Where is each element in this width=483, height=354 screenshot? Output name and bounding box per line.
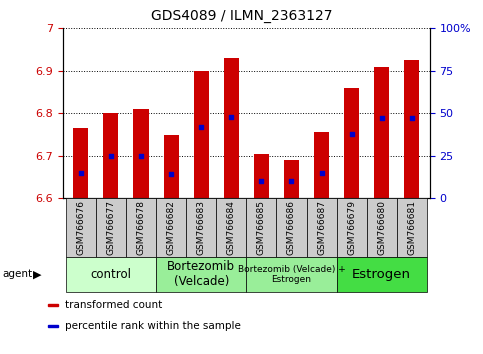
Point [77, 170, 85, 176]
Bar [307, 198, 337, 257]
Text: GSM766682: GSM766682 [167, 200, 176, 255]
Text: GSM766684: GSM766684 [227, 200, 236, 255]
Bar [314, 132, 329, 198]
Bar [96, 198, 126, 257]
Text: GSM766678: GSM766678 [137, 200, 145, 255]
Bar [73, 128, 88, 198]
Bar [367, 198, 397, 257]
Point [167, 172, 175, 177]
Text: control: control [90, 268, 131, 281]
Text: ▶: ▶ [33, 269, 42, 279]
Bar [246, 257, 337, 292]
Text: Bortezomib (Velcade) +
Estrogen: Bortezomib (Velcade) + Estrogen [238, 265, 345, 284]
Bar [224, 58, 239, 198]
Point [318, 170, 326, 176]
Bar [284, 160, 299, 198]
Bar [337, 198, 367, 257]
Bar [344, 88, 359, 198]
Point [408, 115, 416, 121]
Bar [164, 135, 179, 198]
Bar [103, 113, 118, 198]
Bar [216, 198, 246, 257]
Bar [66, 198, 96, 257]
Bar [194, 71, 209, 198]
Point [378, 115, 385, 121]
Bar [337, 257, 427, 292]
Bar [48, 325, 58, 327]
Bar [66, 257, 156, 292]
Bar [276, 198, 307, 257]
Text: GSM766677: GSM766677 [106, 200, 115, 255]
Text: GSM766683: GSM766683 [197, 200, 206, 255]
Text: percentile rank within the sample: percentile rank within the sample [65, 321, 241, 331]
Text: GDS4089 / ILMN_2363127: GDS4089 / ILMN_2363127 [151, 9, 332, 23]
Text: GSM766687: GSM766687 [317, 200, 326, 255]
Point [348, 131, 355, 137]
Bar [254, 154, 269, 198]
Text: GSM766681: GSM766681 [407, 200, 416, 255]
Text: agent: agent [2, 269, 32, 279]
Bar [404, 60, 419, 198]
Text: GSM766685: GSM766685 [257, 200, 266, 255]
Bar [156, 257, 246, 292]
Bar [397, 198, 427, 257]
Point [137, 153, 145, 159]
Bar [186, 198, 216, 257]
Text: Bortezomib
(Velcade): Bortezomib (Velcade) [167, 260, 235, 289]
Text: GSM766680: GSM766680 [377, 200, 386, 255]
Text: GSM766686: GSM766686 [287, 200, 296, 255]
Bar [133, 109, 149, 198]
Point [287, 178, 295, 184]
Point [198, 124, 205, 130]
Text: transformed count: transformed count [65, 300, 162, 310]
Bar [246, 198, 276, 257]
Bar [48, 303, 58, 306]
Bar [156, 198, 186, 257]
Point [107, 153, 115, 159]
Bar [374, 67, 389, 198]
Bar [126, 198, 156, 257]
Text: Estrogen: Estrogen [352, 268, 411, 281]
Text: GSM766679: GSM766679 [347, 200, 356, 255]
Point [257, 178, 265, 184]
Text: GSM766676: GSM766676 [76, 200, 85, 255]
Point [227, 114, 235, 120]
